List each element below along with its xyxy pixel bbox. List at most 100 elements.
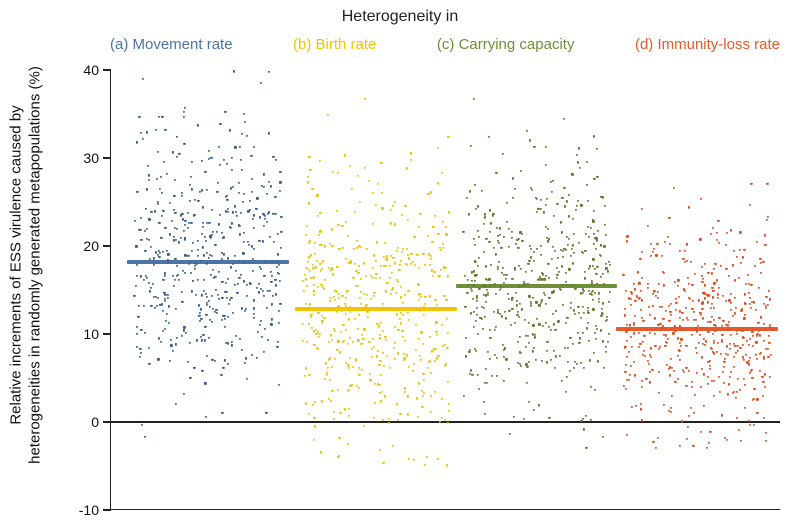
data-point	[483, 251, 485, 253]
data-point	[178, 153, 180, 155]
data-point	[685, 344, 687, 346]
data-point	[623, 385, 625, 387]
data-point	[712, 333, 714, 335]
data-point	[267, 290, 269, 292]
data-point	[625, 364, 627, 366]
data-point	[208, 300, 210, 302]
data-point	[223, 359, 225, 361]
data-point	[687, 277, 689, 279]
data-point	[183, 116, 185, 118]
data-point	[135, 264, 137, 266]
data-point	[263, 173, 265, 175]
data-point	[136, 191, 138, 193]
data-point	[175, 343, 177, 345]
data-point	[767, 348, 769, 350]
data-point	[520, 352, 522, 354]
data-point	[354, 318, 356, 320]
data-point	[421, 406, 423, 408]
data-point	[492, 213, 494, 215]
data-point	[351, 366, 353, 368]
data-point	[568, 268, 570, 270]
data-point	[427, 234, 429, 236]
data-point	[729, 343, 731, 345]
data-point	[308, 323, 310, 325]
data-point	[167, 253, 169, 255]
data-point	[518, 265, 520, 267]
data-point	[303, 290, 305, 292]
data-point	[230, 227, 232, 229]
data-point	[734, 312, 736, 314]
data-point	[225, 282, 227, 284]
data-point	[349, 337, 351, 339]
data-point	[381, 330, 383, 332]
data-point	[194, 214, 196, 216]
data-point	[402, 336, 404, 338]
data-point	[511, 308, 513, 310]
data-point	[750, 284, 752, 286]
data-point	[684, 249, 686, 251]
chart-title: Heterogeneity in	[0, 8, 800, 26]
data-point	[638, 332, 640, 334]
data-point	[633, 374, 635, 376]
data-point	[319, 333, 321, 335]
data-point	[277, 322, 279, 324]
data-point	[674, 381, 676, 383]
data-point	[701, 356, 703, 358]
data-point	[502, 344, 504, 346]
data-point	[392, 287, 394, 289]
data-point	[384, 242, 386, 244]
data-point	[175, 308, 177, 310]
data-point	[311, 327, 313, 329]
data-point	[594, 268, 596, 270]
data-point	[443, 295, 445, 297]
data-point	[471, 290, 473, 292]
data-point	[419, 213, 421, 215]
data-point	[477, 333, 479, 335]
data-point	[200, 336, 202, 338]
data-point	[768, 335, 770, 337]
data-point	[395, 292, 397, 294]
data-point	[358, 265, 360, 267]
data-point	[571, 248, 573, 250]
data-point	[595, 272, 597, 274]
data-point	[517, 311, 519, 313]
data-point	[191, 188, 193, 190]
data-point	[712, 290, 714, 292]
data-point	[723, 361, 725, 363]
data-point	[476, 300, 478, 302]
data-point	[164, 275, 166, 277]
data-point	[561, 303, 563, 305]
data-point	[374, 382, 376, 384]
data-point	[260, 268, 262, 270]
data-point	[139, 347, 141, 349]
data-point	[170, 339, 172, 341]
data-point	[141, 424, 143, 426]
data-point	[169, 202, 171, 204]
data-point	[465, 337, 467, 339]
data-point	[677, 279, 679, 281]
data-point	[566, 200, 568, 202]
data-point	[331, 228, 333, 230]
data-point	[753, 388, 755, 390]
data-point	[160, 237, 162, 239]
data-point	[533, 146, 535, 148]
data-point	[226, 163, 228, 165]
data-point	[769, 298, 771, 300]
data-point	[740, 310, 742, 312]
data-point	[477, 205, 479, 207]
data-point	[749, 372, 751, 374]
data-point	[382, 303, 384, 305]
data-point	[521, 240, 523, 242]
data-point	[631, 292, 633, 294]
data-point	[183, 393, 185, 395]
data-point	[555, 355, 557, 357]
data-point	[588, 236, 590, 238]
data-point	[197, 249, 199, 251]
data-point	[502, 267, 504, 269]
data-point	[161, 192, 163, 194]
data-point	[768, 342, 770, 344]
data-point	[568, 238, 570, 240]
data-point	[659, 346, 661, 348]
data-point	[217, 294, 219, 296]
data-point	[514, 267, 516, 269]
